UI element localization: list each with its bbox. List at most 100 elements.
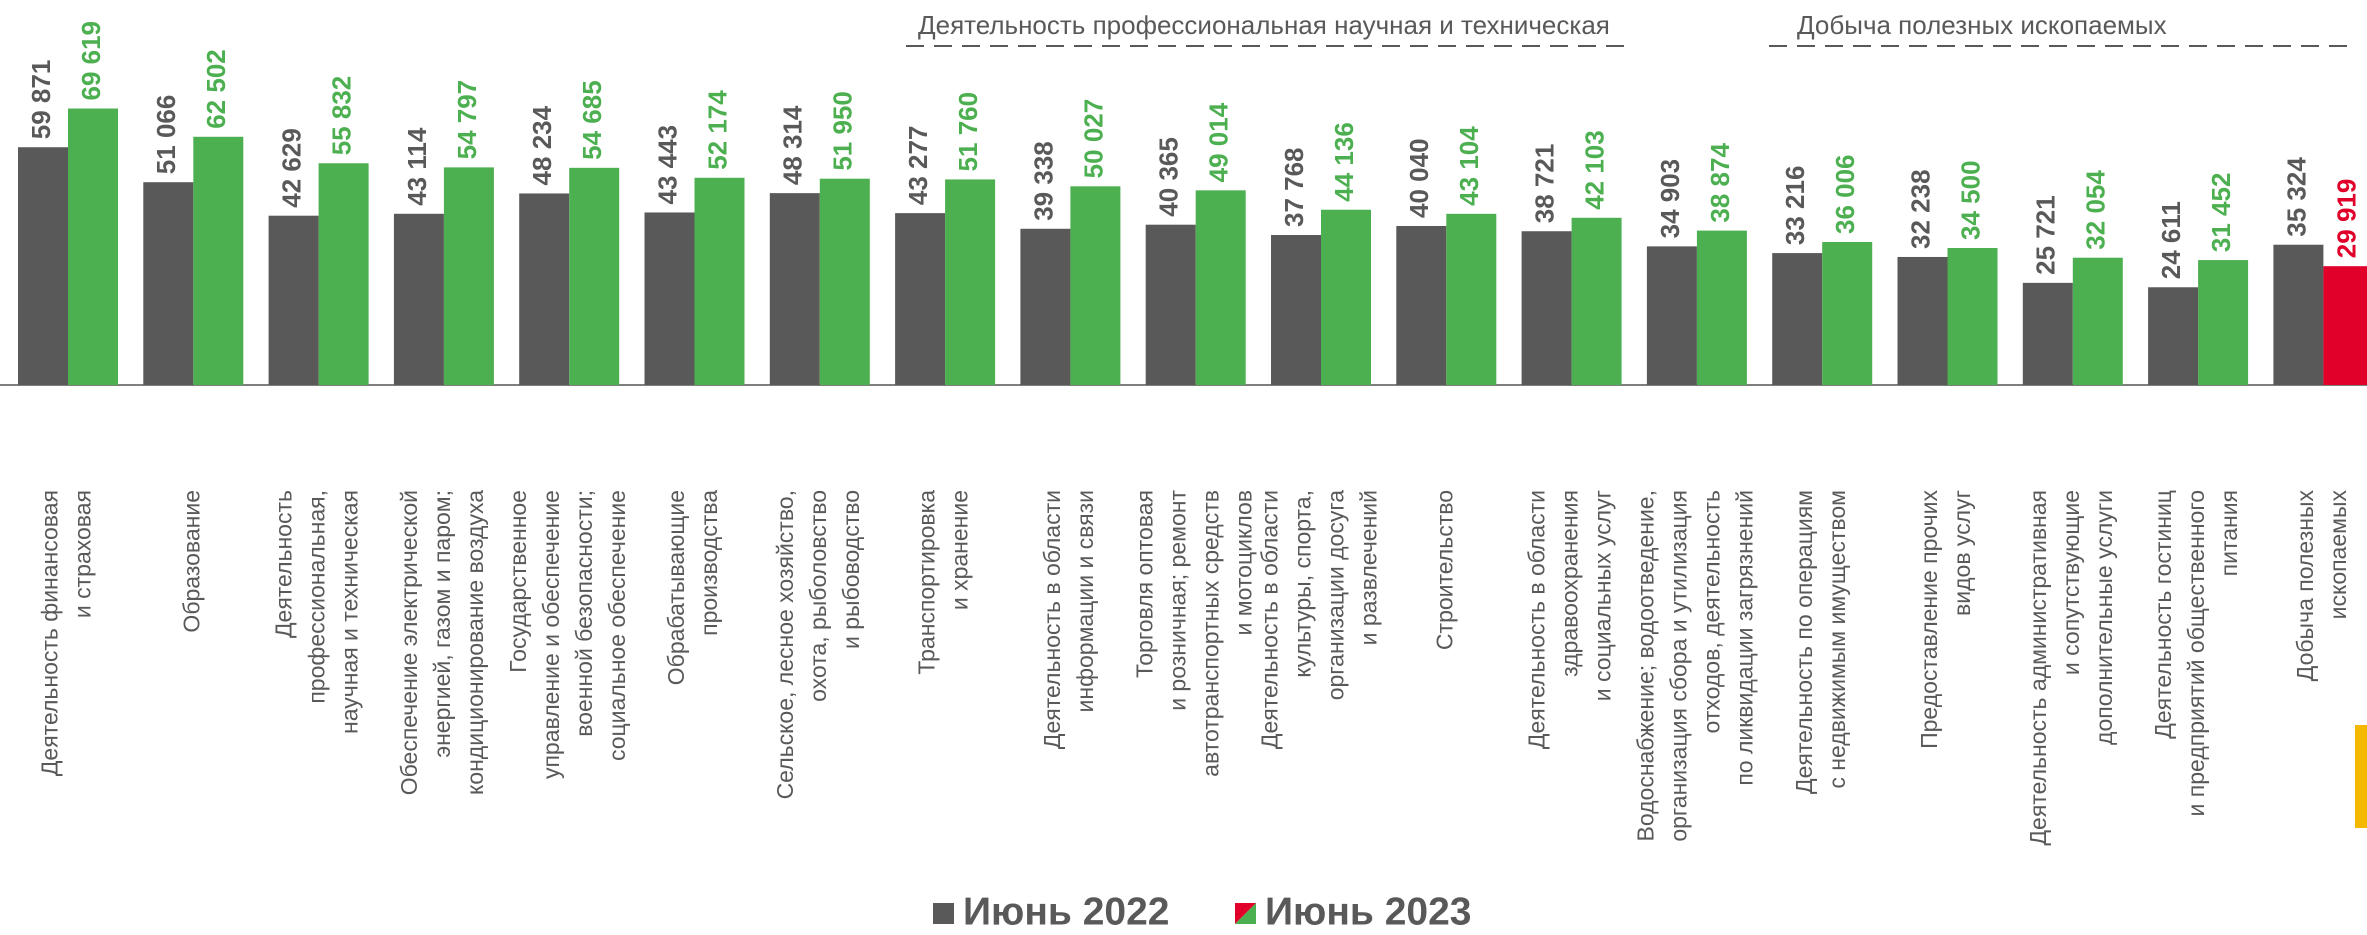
category-label: кондиционирование воздуха bbox=[462, 490, 488, 795]
value-label: 51 066 bbox=[151, 95, 181, 175]
category-label: Сельское, лесное хозяйство, bbox=[772, 490, 798, 799]
value-label: 33 216 bbox=[1780, 166, 1810, 246]
bar bbox=[143, 182, 194, 385]
category-label: Строительство bbox=[1431, 490, 1457, 650]
value-label: 54 685 bbox=[577, 80, 607, 160]
value-label: 59 871 bbox=[26, 60, 56, 140]
category-label: автотранспортных средств bbox=[1197, 490, 1223, 777]
category-label: видов услуг bbox=[1949, 490, 1975, 616]
category-label: Деятельность в области bbox=[1257, 490, 1283, 749]
category-label: Деятельность административная bbox=[2025, 490, 2051, 846]
value-label: 38 721 bbox=[1529, 144, 1559, 224]
bar bbox=[1947, 247, 1998, 385]
category-label: профессиональная, bbox=[304, 490, 330, 704]
value-label: 50 027 bbox=[1078, 99, 1108, 179]
bar bbox=[2198, 260, 2249, 385]
bar bbox=[193, 136, 244, 385]
bar bbox=[2072, 257, 2123, 385]
bar bbox=[945, 179, 996, 385]
value-label: 24 611 bbox=[2156, 201, 2186, 279]
category-label: производства bbox=[696, 490, 722, 636]
bar bbox=[1571, 217, 1622, 385]
annotation: Деятельность профессиональная научная и … bbox=[918, 10, 1610, 40]
bar bbox=[1446, 213, 1497, 385]
bar bbox=[1772, 253, 1823, 385]
category-label: культуры, спорта, bbox=[1290, 490, 1316, 678]
value-label: 43 277 bbox=[903, 126, 933, 206]
bar bbox=[268, 215, 319, 385]
category-label: и хранение bbox=[947, 490, 973, 610]
category-label: информации и связи bbox=[1072, 490, 1098, 712]
bar bbox=[1020, 228, 1071, 385]
category-label: Предоставление прочих bbox=[1916, 490, 1942, 749]
value-label: 43 443 bbox=[652, 125, 682, 205]
value-label: 49 014 bbox=[1204, 102, 1234, 182]
value-label: 39 338 bbox=[1028, 141, 1058, 221]
category-label: Деятельность в области bbox=[1039, 490, 1065, 749]
category-label: Водоснабжение; водоотведение, bbox=[1632, 490, 1658, 842]
bar bbox=[819, 178, 870, 385]
category-label: ископаемых bbox=[2325, 490, 2351, 620]
value-label: 43 104 bbox=[1454, 126, 1484, 206]
value-label: 69 619 bbox=[76, 21, 106, 101]
category-label: по ликвидации загрязнений bbox=[1731, 490, 1757, 786]
legend-label: Июнь 2023 bbox=[1265, 890, 1471, 933]
category-label: отходов, деятельность bbox=[1698, 490, 1724, 733]
bar bbox=[318, 163, 369, 385]
category-label: Транспортировка bbox=[914, 490, 940, 675]
value-label: 40 040 bbox=[1404, 138, 1434, 218]
legend-label: Июнь 2022 bbox=[963, 890, 1169, 933]
category-label: и предприятий общественного bbox=[2183, 490, 2209, 816]
bar bbox=[443, 167, 494, 385]
category-label: социальное обеспечение bbox=[604, 490, 630, 761]
value-label: 34 500 bbox=[1955, 160, 1985, 240]
bar bbox=[1321, 209, 1371, 385]
value-label: 25 721 bbox=[2031, 195, 2061, 275]
category-label: и мотоциклов bbox=[1230, 490, 1256, 635]
bar bbox=[2022, 282, 2073, 385]
bar bbox=[2273, 244, 2324, 385]
category-label: Деятельность по операциям bbox=[1791, 490, 1817, 794]
bar bbox=[2148, 287, 2199, 385]
value-label: 52 174 bbox=[702, 90, 732, 170]
value-label: 32 238 bbox=[1905, 169, 1935, 249]
category-label: питания bbox=[2216, 490, 2242, 576]
bar bbox=[694, 177, 745, 385]
value-label: 43 114 bbox=[402, 127, 432, 206]
category-label: и страховая bbox=[70, 490, 96, 618]
decor-bar bbox=[2355, 725, 2367, 828]
bar bbox=[1897, 256, 1948, 385]
category-label: здравоохранения bbox=[1557, 490, 1583, 677]
bar bbox=[1195, 190, 1246, 385]
category-label: Деятельность гостиниц bbox=[2150, 490, 2176, 739]
value-label: 62 502 bbox=[201, 49, 231, 129]
category-label: Образование bbox=[178, 490, 204, 633]
category-label: и сопутствующие bbox=[2058, 490, 2084, 675]
value-label: 36 006 bbox=[1830, 154, 1860, 234]
value-label: 48 314 bbox=[778, 105, 808, 185]
category-label: Деятельность bbox=[271, 490, 297, 638]
bar bbox=[769, 193, 820, 385]
category-label: организация сбора и утилизация bbox=[1665, 490, 1691, 842]
category-label: и рыбоводство bbox=[838, 490, 864, 649]
value-label: 42 629 bbox=[276, 128, 306, 208]
value-label: 35 324 bbox=[2281, 157, 2311, 237]
value-label: 38 874 bbox=[1705, 143, 1735, 223]
bar bbox=[1271, 235, 1321, 385]
category-label: с недвижимым имуществом bbox=[1824, 490, 1850, 789]
category-label: дополнительные услуги bbox=[2091, 490, 2117, 745]
value-label: 40 365 bbox=[1154, 137, 1184, 217]
category-label: управление и обеспечение bbox=[538, 490, 564, 779]
value-label: 51 950 bbox=[828, 91, 858, 171]
value-label: 55 832 bbox=[326, 76, 356, 156]
value-label: 51 760 bbox=[953, 92, 983, 172]
category-label: Добыча полезных bbox=[2292, 490, 2318, 682]
category-label: Обеспечение электрической bbox=[396, 490, 422, 795]
value-label: 42 103 bbox=[1579, 130, 1609, 210]
bar bbox=[569, 167, 620, 385]
category-label: и розничная; ремонт bbox=[1164, 490, 1190, 711]
category-label: военной безопасности; bbox=[571, 490, 597, 737]
category-label: организации досуга bbox=[1323, 490, 1349, 700]
bar bbox=[393, 213, 444, 385]
bar bbox=[519, 193, 570, 385]
